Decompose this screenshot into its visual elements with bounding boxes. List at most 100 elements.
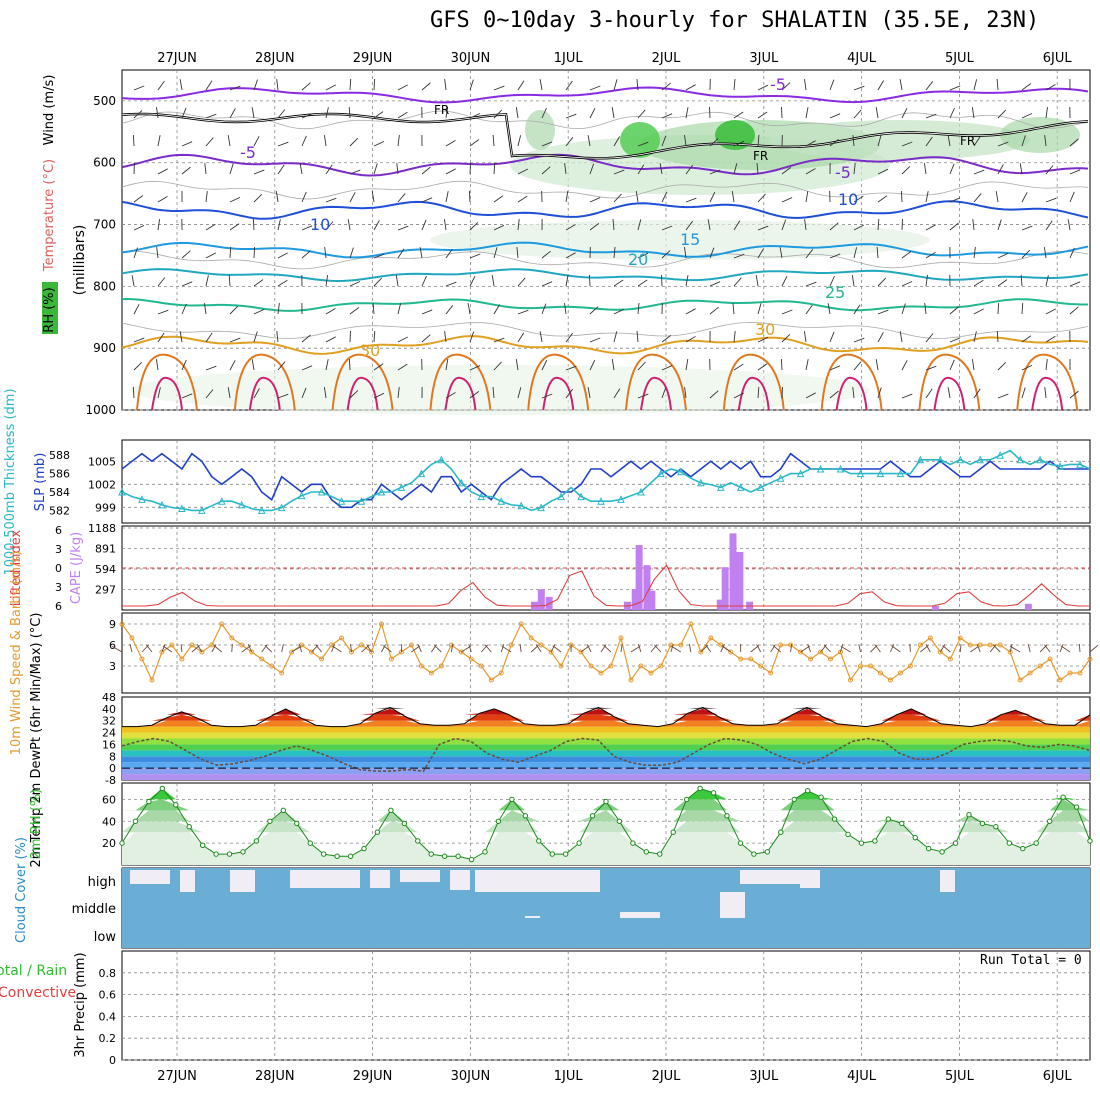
- wind-barb-10m: [874, 644, 881, 653]
- rh-shading: [620, 122, 660, 158]
- wind-barb: [829, 365, 841, 371]
- wind-barb: [133, 110, 143, 119]
- wind-speed-marker: [628, 677, 634, 683]
- slp-tick-label: 1002: [88, 478, 116, 491]
- wind-barb: [181, 281, 193, 287]
- wind-barb: [997, 164, 1004, 175]
- wind-barb: [853, 361, 862, 371]
- wind-speed-marker: [199, 649, 205, 655]
- wind-barb: [996, 330, 999, 343]
- wind-barb: [636, 79, 639, 91]
- rh-marker: [831, 816, 838, 822]
- wind-barb-10m: [366, 644, 372, 653]
- wind-barb: [637, 361, 646, 371]
- wind-barb: [397, 193, 406, 203]
- rh-shading: [715, 120, 755, 150]
- wind-barb: [852, 135, 855, 147]
- rh-marker: [710, 790, 717, 796]
- thickness-tick-label: 582: [49, 504, 70, 517]
- thickness-marker: [1016, 455, 1024, 464]
- wind-barb: [324, 247, 327, 259]
- top-date-label: 1JUL: [554, 51, 584, 66]
- wind-barb: [517, 195, 528, 203]
- wind-tick-label: 6: [109, 639, 116, 652]
- wind-barb: [899, 79, 903, 91]
- wind-barb: [613, 79, 618, 91]
- wind-barb: [325, 84, 337, 91]
- wind-barb-10m: [790, 643, 793, 653]
- wind-barb: [515, 107, 519, 119]
- pressure-tick-label: 800: [93, 279, 116, 293]
- wind-barb: [971, 359, 975, 371]
- wind-barb: [469, 365, 481, 371]
- cloud-axis-label: Cloud Cover (%): [14, 837, 29, 943]
- wind-barb: [589, 163, 595, 175]
- thickness-marker: [217, 497, 226, 505]
- wind-barb: [973, 136, 981, 147]
- wind-barb-10m: [111, 645, 123, 653]
- isotherm-40-loop: [151, 376, 183, 411]
- wind-barb: [997, 361, 1007, 371]
- wind-barb: [372, 302, 375, 315]
- wind-barb: [707, 219, 711, 231]
- top-date-label: 4JUL: [847, 51, 877, 66]
- wind-barb: [947, 135, 951, 147]
- wind-barb: [613, 308, 625, 315]
- isotherm-40-loop: [835, 376, 868, 411]
- bottom-date-label: 27JUN: [157, 1069, 197, 1084]
- wind-barb-10m: [630, 645, 641, 653]
- rh-marker: [388, 807, 394, 814]
- wind-barb: [179, 331, 183, 343]
- isotherm-20: [121, 268, 1089, 283]
- wind-barb: [397, 303, 402, 315]
- wind-barb: [373, 163, 378, 175]
- wind-barb: [205, 191, 208, 203]
- wind-barb-10m: [450, 643, 454, 653]
- rh-marker: [589, 813, 596, 819]
- wind-barb: [397, 225, 409, 231]
- freezing-level-inner: [121, 113, 1089, 159]
- wind-barb: [1021, 135, 1026, 147]
- wind-barb: [325, 221, 334, 231]
- top-date-label: 30JUN: [451, 51, 491, 66]
- wind-barb-10m: [315, 644, 322, 653]
- lifted-index-axis-label: Lifted Index: [9, 529, 24, 606]
- wind-barb: [709, 390, 719, 399]
- wind-barb: [684, 247, 687, 259]
- wind-speed-marker: [1027, 670, 1033, 676]
- wind-barb: [517, 332, 525, 343]
- wind-barb: [1021, 113, 1033, 119]
- wind-barb: [637, 393, 649, 399]
- wind-barb: [349, 330, 351, 343]
- temp-color-band: [122, 726, 1090, 733]
- wind-barb: [277, 219, 281, 231]
- wind-barb: [949, 337, 961, 343]
- temp-tick-label: 0: [109, 762, 116, 775]
- wind-barb: [277, 164, 285, 175]
- wind-barb: [637, 141, 649, 147]
- wind-barb: [493, 195, 504, 203]
- wind-barb: [229, 196, 241, 203]
- wind-barb-10m: [993, 644, 1001, 653]
- wind-barb: [901, 303, 906, 315]
- precip-convective-label: Convective: [0, 985, 76, 1001]
- rh-marker: [415, 838, 421, 844]
- wind-speed-marker: [997, 642, 1003, 648]
- wind-barb: [133, 225, 145, 231]
- freezing-level-label: FR: [434, 103, 449, 117]
- wind-barb: [517, 309, 529, 315]
- wind-barb: [684, 387, 687, 399]
- wind-barb: [684, 135, 687, 147]
- wind-barb: [1021, 249, 1031, 259]
- wind-barb: [515, 359, 519, 371]
- wind-speed-marker: [937, 649, 943, 655]
- wind-barb: [685, 197, 697, 203]
- thickness-marker: [337, 497, 346, 505]
- wind-barb-10m: [1089, 645, 1099, 653]
- cape-bar: [643, 565, 651, 610]
- wind-barb: [253, 193, 263, 203]
- slp-tick-label: 999: [95, 501, 116, 514]
- rh-axis-label: RH (%): [42, 287, 57, 332]
- rh-legend-swatch: [42, 282, 58, 334]
- thickness-marker: [198, 506, 206, 514]
